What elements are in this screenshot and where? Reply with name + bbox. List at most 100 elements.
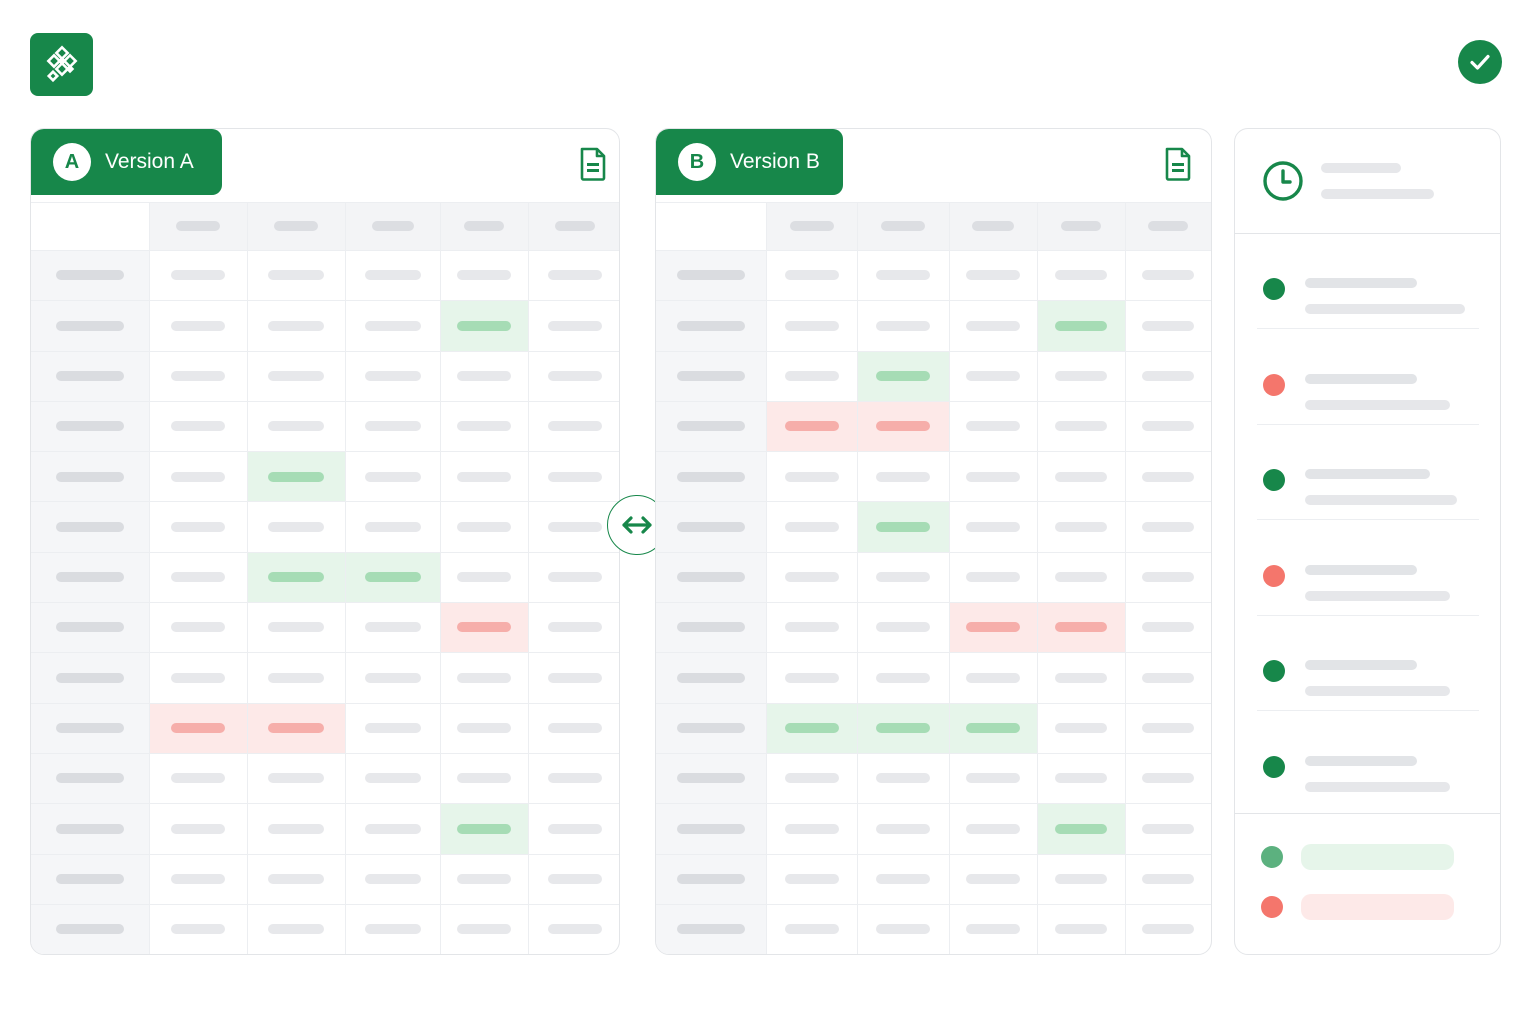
table-cell[interactable] — [148, 249, 248, 302]
row-header[interactable] — [656, 300, 767, 352]
table-cell[interactable] — [246, 249, 346, 302]
table-cell[interactable] — [856, 803, 950, 855]
table-cell[interactable] — [1124, 551, 1211, 604]
table-cell[interactable] — [856, 602, 950, 654]
table-cell[interactable] — [765, 752, 858, 805]
row-header[interactable] — [31, 652, 150, 704]
table-cell[interactable] — [765, 652, 858, 704]
row-header[interactable] — [31, 451, 150, 503]
row-header[interactable] — [656, 803, 767, 855]
row-header[interactable] — [656, 400, 767, 453]
table-cell[interactable] — [527, 803, 619, 855]
table-cell[interactable] — [439, 702, 529, 754]
table-cell[interactable] — [527, 400, 619, 453]
table-cell[interactable] — [856, 652, 950, 704]
table-cell[interactable] — [1124, 501, 1211, 553]
removed-cell[interactable] — [148, 702, 248, 754]
row-header[interactable] — [656, 501, 767, 553]
change-item-added[interactable] — [1257, 712, 1479, 807]
table-cell[interactable] — [439, 249, 529, 302]
table-cell[interactable] — [856, 752, 950, 805]
table-cell[interactable] — [527, 652, 619, 704]
row-header[interactable] — [31, 853, 150, 905]
table-cell[interactable] — [856, 451, 950, 503]
spreadsheet-file-icon[interactable] — [579, 147, 607, 186]
table-cell[interactable] — [246, 752, 346, 805]
table-cell[interactable] — [527, 300, 619, 352]
column-header[interactable] — [148, 202, 248, 251]
table-cell[interactable] — [948, 903, 1038, 954]
change-item-added[interactable] — [1257, 425, 1479, 520]
row-header[interactable] — [31, 551, 150, 604]
table-cell[interactable] — [344, 400, 441, 453]
table-cell[interactable] — [439, 652, 529, 704]
row-header[interactable] — [31, 300, 150, 352]
table-cell[interactable] — [148, 602, 248, 654]
table-cell[interactable] — [148, 400, 248, 453]
table-cell[interactable] — [948, 400, 1038, 453]
column-header[interactable] — [765, 202, 858, 251]
table-cell[interactable] — [1036, 551, 1126, 604]
table-cell[interactable] — [246, 350, 346, 402]
table-cell[interactable] — [527, 551, 619, 604]
change-item-added[interactable] — [1257, 616, 1479, 711]
table-cell[interactable] — [856, 249, 950, 302]
row-header[interactable] — [656, 350, 767, 402]
change-item-added[interactable] — [1257, 234, 1479, 329]
table-cell[interactable] — [765, 300, 858, 352]
table-cell[interactable] — [148, 853, 248, 905]
column-header[interactable] — [1124, 202, 1211, 251]
column-header[interactable] — [344, 202, 441, 251]
table-cell[interactable] — [856, 853, 950, 905]
table-cell[interactable] — [344, 249, 441, 302]
added-cell[interactable] — [439, 803, 529, 855]
table-cell[interactable] — [527, 853, 619, 905]
column-header[interactable] — [1036, 202, 1126, 251]
table-cell[interactable] — [856, 551, 950, 604]
table-cell[interactable] — [148, 451, 248, 503]
table-cell[interactable] — [1036, 652, 1126, 704]
table-cell[interactable] — [344, 702, 441, 754]
table-cell[interactable] — [1124, 350, 1211, 402]
table-cell[interactable] — [148, 903, 248, 954]
row-header[interactable] — [31, 752, 150, 805]
version-a-tab[interactable]: A Version A — [31, 129, 222, 195]
table-cell[interactable] — [344, 803, 441, 855]
row-header[interactable] — [656, 551, 767, 604]
table-cell[interactable] — [765, 903, 858, 954]
table-cell[interactable] — [439, 350, 529, 402]
clock-icon[interactable] — [1261, 159, 1305, 208]
table-cell[interactable] — [148, 803, 248, 855]
added-cell[interactable] — [344, 551, 441, 604]
row-header[interactable] — [31, 350, 150, 402]
table-cell[interactable] — [765, 501, 858, 553]
table-cell[interactable] — [344, 300, 441, 352]
row-header[interactable] — [656, 602, 767, 654]
table-cell[interactable] — [439, 752, 529, 805]
change-item-removed[interactable] — [1257, 330, 1479, 425]
table-cell[interactable] — [527, 602, 619, 654]
removed-cell[interactable] — [765, 400, 858, 453]
change-item-removed[interactable] — [1257, 521, 1479, 616]
table-cell[interactable] — [948, 300, 1038, 352]
table-cell[interactable] — [765, 803, 858, 855]
table-cell[interactable] — [1036, 702, 1126, 754]
table-cell[interactable] — [439, 903, 529, 954]
table-cell[interactable] — [1124, 400, 1211, 453]
removed-cell[interactable] — [1036, 602, 1126, 654]
row-header[interactable] — [656, 249, 767, 302]
row-header[interactable] — [656, 652, 767, 704]
table-cell[interactable] — [1124, 702, 1211, 754]
done-button[interactable] — [1458, 40, 1502, 84]
table-cell[interactable] — [439, 400, 529, 453]
spreadsheet-file-icon[interactable] — [1164, 147, 1192, 186]
table-cell[interactable] — [1036, 400, 1126, 453]
table-cell[interactable] — [1036, 249, 1126, 302]
table-cell[interactable] — [948, 350, 1038, 402]
table-cell[interactable] — [527, 350, 619, 402]
table-cell[interactable] — [148, 300, 248, 352]
added-cell[interactable] — [856, 501, 950, 553]
table-cell[interactable] — [1124, 300, 1211, 352]
legend-added[interactable] — [1261, 844, 1461, 870]
table-cell[interactable] — [1124, 652, 1211, 704]
